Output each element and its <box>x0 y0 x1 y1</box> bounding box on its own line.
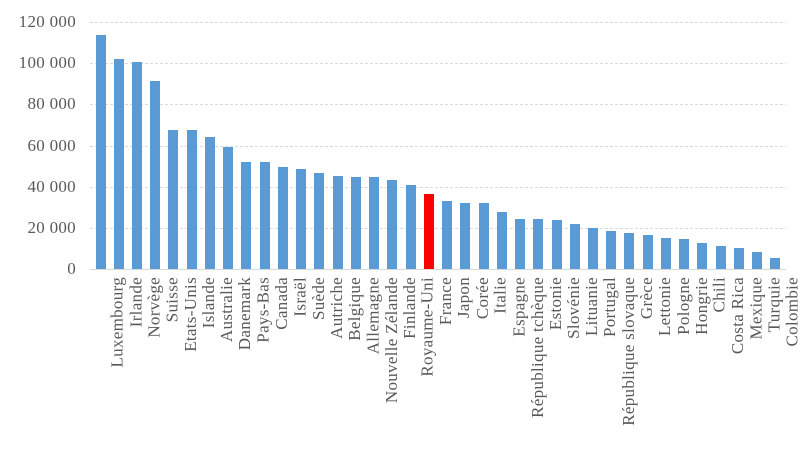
bar-nouvelle-z-lande <box>369 177 380 269</box>
gridline <box>90 104 786 106</box>
bar-cor-e <box>460 203 471 269</box>
bar-autriche <box>314 173 325 269</box>
bar-danemark <box>223 146 234 269</box>
x-axis-category-label: Nouvelle Zélande <box>381 277 401 404</box>
bar-pays-bas <box>241 161 252 269</box>
gridline <box>90 63 786 65</box>
gridline <box>90 22 786 23</box>
gridline <box>90 186 786 188</box>
bar-estonie <box>533 218 544 269</box>
x-axis-category-label: Suisse <box>162 277 182 323</box>
x-axis-category-label: Mexique <box>746 277 766 340</box>
x-axis-line <box>90 269 786 270</box>
x-axis-category-label: Australie <box>217 277 237 343</box>
bar-r-publique-tch-que <box>515 218 526 269</box>
bar-france <box>423 193 434 269</box>
bar-pologne <box>660 238 671 269</box>
bar-mexique <box>733 248 744 269</box>
gridline <box>90 227 786 229</box>
x-axis-category-label: Italie <box>491 277 511 314</box>
x-axis-category-label: République slovaque <box>618 277 638 426</box>
bar-portugal <box>587 227 598 269</box>
x-axis-category-label: Danemark <box>235 277 255 351</box>
x-axis-category-label: Grèce <box>636 277 656 320</box>
bar-su-de <box>296 169 307 269</box>
bar-turquie <box>752 251 763 269</box>
bar-espagne <box>496 212 507 269</box>
bar-finlande <box>387 180 398 269</box>
x-axis-category-label: Hongrie <box>691 277 711 335</box>
x-axis-category-label: Lituanie <box>582 277 602 337</box>
x-axis-category-label: République tchèque <box>527 277 547 418</box>
x-axis-category-label: Luxembourg <box>108 277 127 368</box>
x-axis-category-label: Norvège <box>144 277 164 338</box>
bar-chili <box>697 243 708 269</box>
bar-costa-rica <box>715 246 726 269</box>
bar-islande <box>186 130 197 269</box>
x-axis-category-label: Royaume-Uni <box>418 277 438 377</box>
x-axis-category-label: Corée <box>472 277 492 320</box>
bar-japon <box>442 201 453 269</box>
x-axis-category-label: Autriche <box>326 277 346 339</box>
y-axis-tick-label: 60 000 <box>27 135 76 155</box>
bar-royaume-uni <box>405 184 416 269</box>
x-axis-category-label: Lettonie <box>655 277 675 337</box>
x-axis-category-label: Belgique <box>345 277 365 341</box>
x-axis-category-label: Japon <box>454 277 474 319</box>
bar-italie <box>478 203 489 269</box>
gridline <box>90 145 786 147</box>
x-axis-category-label: Espagne <box>509 277 529 337</box>
bar-norv-ge <box>131 62 142 269</box>
x-axis-category-label: Canada <box>272 277 292 330</box>
y-axis-tick-label: 20 000 <box>27 217 76 237</box>
x-axis-category-label: Allemagne <box>363 277 383 355</box>
x-axis-category-label: Israël <box>290 277 310 317</box>
x-axis-category-label: Suède <box>308 277 328 321</box>
bar-lituanie <box>569 223 580 269</box>
x-axis-category-label: Costa Rica <box>728 277 748 355</box>
x-axis-category-label: Turquie <box>764 277 784 333</box>
x-axis-category-label: Slovénie <box>564 277 583 339</box>
x-axis-category-label: Islande <box>199 277 219 329</box>
y-axis-tick-label: 0 <box>67 259 76 278</box>
bar-lettonie <box>642 235 653 269</box>
x-axis-category-label: Portugal <box>600 277 620 338</box>
bar-australie <box>204 137 215 269</box>
x-axis-category-label: Estonie <box>545 277 565 331</box>
x-axis-category-label: Finlande <box>399 277 419 339</box>
bar-r-publique-slovaque <box>606 230 617 269</box>
bar-canada <box>259 161 270 269</box>
bar-belgique <box>332 176 343 269</box>
bar-allemagne <box>350 177 361 269</box>
x-axis-category-label: Irlande <box>126 277 146 328</box>
y-axis-tick-label: 80 000 <box>27 94 76 114</box>
bar-luxembourg <box>95 35 106 269</box>
bar-colombie <box>770 257 781 269</box>
y-axis-tick-label: 120 000 <box>18 12 76 31</box>
y-axis-tick-label: 100 000 <box>18 53 76 73</box>
bar-etats-unis <box>168 130 179 269</box>
x-axis-category-label: Pologne <box>673 277 693 335</box>
x-axis-category-label: Pays-Bas <box>253 277 273 343</box>
bar-slov-nie <box>551 219 562 269</box>
x-axis-category-label: France <box>436 277 456 326</box>
bar-hongrie <box>679 239 690 269</box>
bar-suisse <box>150 80 161 269</box>
bar-irlande <box>113 59 124 269</box>
x-axis-category-label: Chili <box>709 277 729 313</box>
x-axis-category-label: Etats-Unis <box>180 277 200 352</box>
bar-isra-l <box>277 167 288 269</box>
y-axis-tick-label: 40 000 <box>27 176 76 196</box>
bar-gr-ce <box>624 232 635 269</box>
x-axis-category-label: Colombie <box>782 277 802 347</box>
